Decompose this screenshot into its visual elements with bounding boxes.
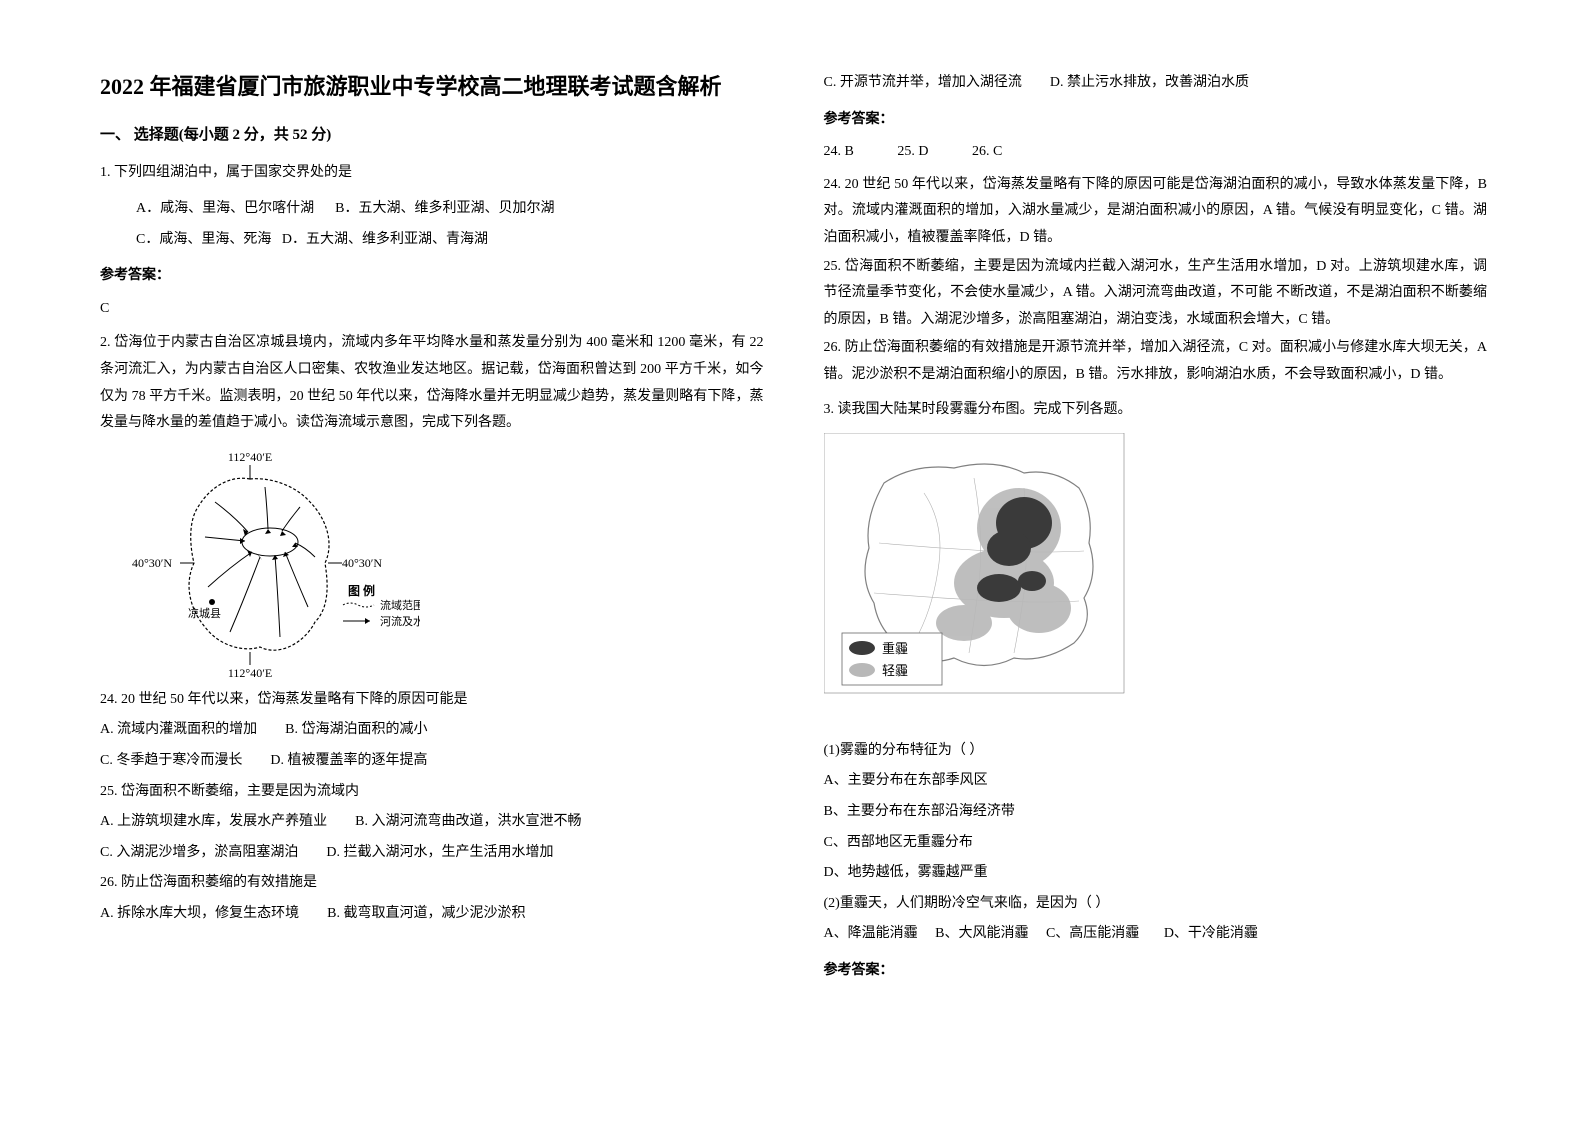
q24-row2: C. 冬季趋于寒冷而漫长 D. 植被覆盖率的逐年提高 [100, 748, 764, 775]
lon-top-label: 112°40′E [228, 450, 272, 464]
ans24: 24. B [824, 144, 854, 159]
daihai-basin-diagram: 112°40′E 40°30′N 40°30′N [130, 447, 764, 677]
right-column: C. 开源节流并举，增加入湖径流 D. 禁止污水排放，改善湖泊水质 参考答案： … [824, 70, 1488, 1052]
q24-optD: D. 植被覆盖率的逐年提高 [270, 753, 427, 768]
q26-row1: A. 拆除水库大坝，修复生态环境 B. 截弯取直河道，减少泥沙淤积 [100, 901, 764, 928]
legend-light-icon [849, 663, 875, 677]
expl26: 26. 防止岱海面积萎缩的有效措施是开源节流并举，增加入湖径流，C 对。面积减小… [824, 335, 1488, 388]
ans26: 26. C [972, 144, 1002, 159]
rivers-icon [205, 487, 315, 637]
q25-optC: C. 入湖泥沙增多，淤高阻塞湖泊 [100, 845, 298, 860]
q3-sub1-optB: B、主要分布在东部沿海经济带 [824, 799, 1488, 826]
q2-answer-label: 参考答案： [824, 107, 1488, 134]
q1-optC: C．咸海、里海、死海 [136, 232, 271, 247]
q1-option-row2: C．咸海、里海、死海 D．五大湖、维多利亚湖、青海湖 [136, 227, 764, 254]
q25-row1: A. 上游筑坝建水库，发展水产养殖业 B. 入湖河流弯曲改道，洪水宣泄不畅 [100, 809, 764, 836]
expl25: 25. 岱海面积不断萎缩，主要是因为流域内拦截入湖河水，生产生活用水增加，D 对… [824, 254, 1488, 334]
q25-optB: B. 入湖河流弯曲改道，洪水宣泄不畅 [355, 814, 581, 829]
q1-answer: C [100, 296, 764, 323]
q3-sub1-stem: (1)雾霾的分布特征为（ ） [824, 738, 1488, 765]
q1-answer-label: 参考答案： [100, 263, 764, 290]
q26-row2: C. 开源节流并举，增加入湖径流 D. 禁止污水排放，改善湖泊水质 [824, 70, 1488, 97]
q3-sub2-optC: C、高压能消霾 [1046, 926, 1139, 941]
q2-intro: 2. 岱海位于内蒙古自治区凉城县境内，流域内多年平均降水量和蒸发量分别为 400… [100, 330, 764, 436]
q24-optC: C. 冬季趋于寒冷而漫长 [100, 753, 242, 768]
q25-optD: D. 拦截入湖河水，生产生活用水增加 [326, 845, 553, 860]
legend-light-label: 轻霾 [882, 663, 908, 678]
basin-boundary-icon [189, 478, 329, 650]
q25-row2: C. 入湖泥沙增多，淤高阻塞湖泊 D. 拦截入湖河水，生产生活用水增加 [100, 840, 764, 867]
q2-answer-line: 24. B 25. D 26. C [824, 139, 1488, 166]
section-heading: 一、 选择题(每小题 2 分，共 52 分) [100, 121, 764, 150]
expl24: 24. 20 世纪 50 年代以来，岱海蒸发量略有下降的原因可能是岱海湖泊面积的… [824, 172, 1488, 252]
q3-answer-label: 参考答案： [824, 958, 1488, 985]
legend-river-label: 河流及水库 [380, 614, 420, 628]
q3-sub1-optC: C、西部地区无重霾分布 [824, 830, 1488, 857]
q1-optD: D．五大湖、维多利亚湖、青海湖 [282, 232, 488, 247]
q3-sub2-stem: (2)重霾天，人们期盼冷空气来临，是因为（ ） [824, 891, 1488, 918]
q24-optB: B. 岱海湖泊面积的减小 [285, 722, 427, 737]
q26-optB: B. 截弯取直河道，减少泥沙淤积 [327, 906, 525, 921]
left-column: 2022 年福建省厦门市旅游职业中专学校高二地理联考试题含解析 一、 选择题(每… [100, 70, 764, 1052]
county-marker-icon [209, 599, 215, 605]
exam-title: 2022 年福建省厦门市旅游职业中专学校高二地理联考试题含解析 [100, 70, 764, 103]
legend-basin-icon [343, 603, 374, 607]
lat-left-label: 40°30′N [132, 556, 172, 570]
q1-optA: A．咸海、里海、巴尔喀什湖 [136, 201, 314, 216]
legend-basin-label: 流域范围 [380, 598, 420, 612]
q26-stem: 26. 防止岱海面积萎缩的有效措施是 [100, 870, 764, 897]
q3-sub1-optD: D、地势越低，雾霾越严重 [824, 860, 1488, 887]
q24-stem: 24. 20 世纪 50 年代以来，岱海蒸发量略有下降的原因可能是 [100, 687, 764, 714]
legend-heavy-icon [849, 641, 875, 655]
q3-sub2-options: A、降温能消霾 B、大风能消霾 C、高压能消霾 D、干冷能消霾 [824, 921, 1488, 948]
q24-row1: A. 流域内灌溉面积的增加 B. 岱海湖泊面积的减小 [100, 717, 764, 744]
q26-optD: D. 禁止污水排放，改善湖泊水质 [1050, 75, 1249, 90]
ans25: 25. D [897, 144, 928, 159]
legend-heavy-label: 重霾 [882, 641, 908, 656]
lat-right-label: 40°30′N [342, 556, 382, 570]
q1-optB: B．五大湖、维多利亚湖、贝加尔湖 [335, 201, 554, 216]
county-label: 凉城县 [188, 606, 221, 620]
q26-optC: C. 开源节流并举，增加入湖径流 [824, 75, 1022, 90]
q3-stem: 3. 读我国大陆某时段雾霾分布图。完成下列各题。 [824, 397, 1488, 424]
q24-optA: A. 流域内灌溉面积的增加 [100, 722, 257, 737]
lon-bottom-label: 112°40′E [228, 666, 272, 677]
legend-river-arrow-icon [365, 618, 370, 624]
q25-optA: A. 上游筑坝建水库，发展水产养殖业 [100, 814, 327, 829]
q26-optA: A. 拆除水库大坝，修复生态环境 [100, 906, 299, 921]
q1-stem: 1. 下列四组湖泊中，属于国家交界处的是 [100, 160, 764, 187]
china-haze-map: 重霾 轻霾 [824, 433, 1488, 724]
q3-sub2-optB: B、大风能消霾 [935, 926, 1028, 941]
q3-sub2-optA: A、降温能消霾 [824, 926, 918, 941]
q3-sub2-optD: D、干冷能消霾 [1164, 926, 1258, 941]
q3-sub1-optA: A、主要分布在东部季风区 [824, 768, 1488, 795]
q25-stem: 25. 岱海面积不断萎缩，主要是因为流域内 [100, 779, 764, 806]
q1-option-row1: A．咸海、里海、巴尔喀什湖 B．五大湖、维多利亚湖、贝加尔湖 [136, 196, 764, 223]
legend-title: 图 例 [348, 583, 375, 598]
